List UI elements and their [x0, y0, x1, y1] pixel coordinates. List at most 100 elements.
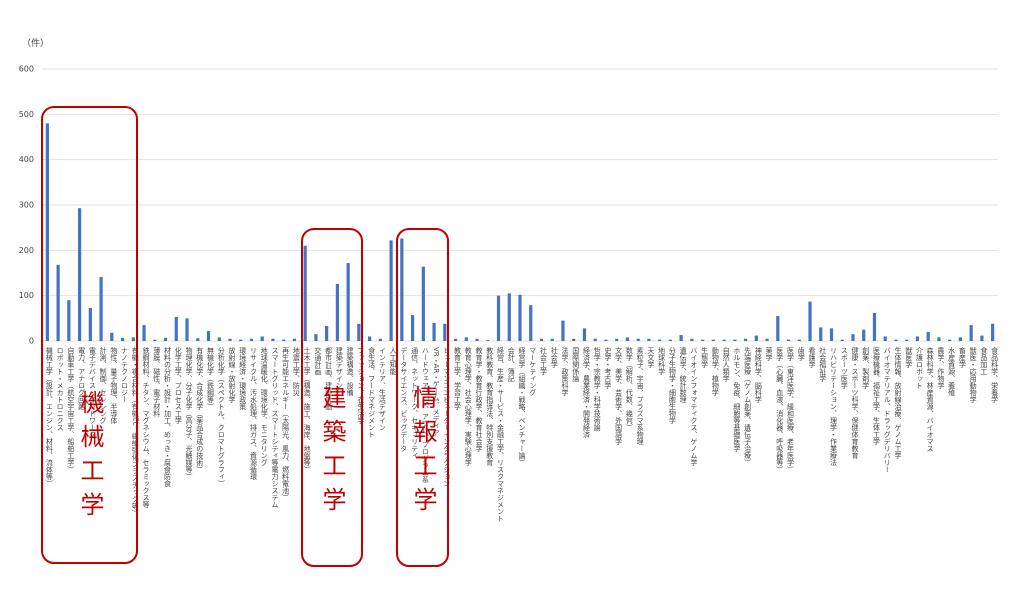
x-tick-label: 建築デザイン: [335, 346, 343, 389]
x-tick-label: 看護学: [808, 347, 816, 368]
x-tick-label: 医学（東洋医学、緩和医療、老年医学）: [787, 347, 795, 473]
x-tick-label: VR・AR・ゲーム、メディア: [432, 347, 440, 436]
y-tick-label: 200: [19, 246, 34, 255]
bar: [647, 338, 651, 341]
x-tick-label: データサイエンス、ビッグデータ: [400, 346, 408, 452]
bar: [292, 338, 297, 341]
x-tick-label: 国際関係論: [572, 347, 580, 383]
x-tick-label: 獣医・応用動物学: [969, 346, 977, 403]
x-tick-label: 経営、生産・サービス・金融工学、リスクマネジメント: [497, 346, 505, 522]
bar: [314, 334, 318, 341]
x-tick-label: ナノテクノロジー: [121, 347, 129, 403]
x-tick-label: 教科教育、教育指導法、特別支援教育: [486, 346, 494, 467]
x-tick-label: スポーツ医学: [840, 347, 848, 389]
bar: [131, 337, 135, 341]
bar: [937, 337, 941, 341]
x-tick-label: 都市計画、建築計画: [325, 347, 333, 411]
x-tick-label: マーケティング: [529, 347, 537, 396]
x-tick-label: バイオインフォマティクス、ゲノム学: [690, 347, 698, 466]
x-tick-label: ロボット・メカトロニクス: [56, 347, 64, 431]
bar: [851, 334, 855, 341]
x-tick-label: 文学、美学、芸術学、外国語学: [615, 346, 623, 445]
bar: [206, 331, 211, 341]
bar: [829, 328, 834, 341]
x-tick-label: ホルモン、免疫、細胞等基礎医学: [733, 347, 741, 452]
bar: [346, 263, 350, 341]
x-tick-label: 社会福祉学: [819, 346, 827, 382]
bar: [410, 315, 415, 341]
x-tick-label: 史学・考古学: [604, 346, 612, 389]
x-tick-label: 遺伝学、統計数理: [679, 346, 687, 403]
bar: [840, 339, 844, 341]
x-tick-label: 社会学: [550, 346, 558, 368]
x-tick-label: 機械工学（設計、エンジン、材料、流体等）: [45, 346, 53, 487]
bar: [464, 337, 468, 341]
x-tick-label: 動物学、植物学: [711, 346, 719, 396]
x-tick-label: 薄膜、磁性、電子材料: [153, 346, 161, 418]
x-tick-label: 電力、アナログ回路: [78, 347, 86, 411]
x-tick-label: 分析化学（スペクトル、クロマトグラフィ）: [217, 346, 225, 487]
bar: [421, 266, 425, 341]
y-tick-label: 400: [19, 155, 34, 164]
bar: [701, 339, 705, 341]
x-tick-label: 経済学、農業経済・開発経済: [582, 346, 590, 439]
bar: [271, 338, 275, 341]
x-tick-label: 生体情報、放射線治療、ゲノム工学: [894, 346, 902, 459]
x-tick-label: 素粒子、宇宙、プラズマ系物理: [636, 346, 644, 445]
bar: [593, 338, 597, 341]
x-tick-label: 獣医学: [905, 346, 913, 368]
bar: [786, 339, 791, 341]
bar: [615, 338, 619, 341]
bar: [260, 336, 264, 341]
bar: [862, 329, 866, 341]
bar: [808, 301, 812, 341]
bar: [335, 283, 339, 341]
bar: [486, 340, 490, 341]
x-tick-label: 畜産学: [958, 346, 966, 368]
bar: [432, 322, 436, 341]
bar: [518, 294, 522, 341]
bar: [926, 331, 930, 341]
x-tick-label: 経営学（組織・戦略、ベンチャー論）: [518, 346, 526, 466]
bar: [249, 338, 254, 341]
x-tick-label: 分子生物学・細胞生物学: [668, 346, 676, 424]
x-tick-label: 創薬、製剤学: [862, 346, 870, 389]
x-tick-label: 無機化学（鉄鋼等）: [206, 346, 214, 410]
x-tick-label: 医学（心臓、血液、消化器、呼吸器等）: [776, 347, 784, 473]
bar: [56, 264, 60, 341]
bar: [668, 339, 672, 341]
bar: [948, 339, 952, 341]
bar: [325, 326, 329, 341]
bar: [550, 338, 554, 341]
x-tick-label: ヒューマンコンピューターインタラクション: [443, 347, 451, 487]
bar: [507, 293, 511, 341]
x-tick-label: 健康・スポーツ科学、保健体育教育: [851, 346, 859, 460]
bar: [539, 338, 544, 341]
bar: [357, 323, 361, 341]
bar: [797, 339, 801, 341]
bar: [776, 316, 780, 341]
bar: [282, 339, 286, 341]
x-tick-label: 土木工学（構造、施工、海岸、地盤等）: [303, 346, 311, 473]
x-tick-label: 哲学・宗教学・科学技術論: [593, 346, 601, 432]
x-tick-label: 建築構造、設備: [346, 346, 354, 397]
bar: [915, 336, 920, 341]
bar: [883, 336, 887, 341]
bar: [819, 327, 823, 341]
bar: [389, 240, 393, 341]
bar: [658, 339, 662, 341]
x-tick-label: 教育心理学、社会心理学、実験心理学: [464, 346, 472, 466]
bar: [958, 337, 963, 341]
x-tick-label: 医療機器、福祉工学、生体工学: [872, 347, 880, 445]
x-tick-label: 神経科学、脳科学: [754, 346, 762, 403]
bar: [217, 337, 221, 341]
x-tick-label: 農学、作物学: [937, 346, 945, 389]
x-tick-label: 教育工学、学習工学: [454, 346, 462, 410]
bar: [378, 338, 382, 341]
x-tick-label: 物性、量子物理、半導体: [110, 346, 118, 425]
bar: [153, 339, 157, 341]
y-tick-label: 300: [19, 201, 34, 210]
y-axis-label: （件）: [22, 37, 49, 49]
x-tick-label: 食品科学、栄養学: [991, 346, 999, 403]
